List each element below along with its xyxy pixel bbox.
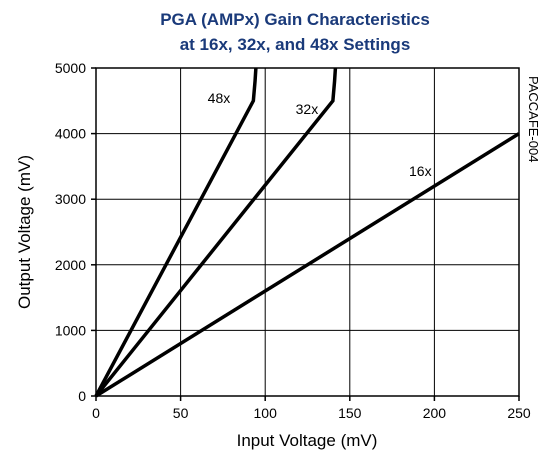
series-lines: 48x 32x 16x bbox=[94, 67, 520, 398]
grid-lines bbox=[96, 68, 519, 396]
y-tick-label: 2000 bbox=[55, 257, 86, 273]
figure-code-label: PACCAFE-004 bbox=[526, 76, 541, 162]
series-label-16x: 16x bbox=[409, 163, 432, 179]
series-label-32x: 32x bbox=[296, 101, 319, 117]
x-tick-label: 200 bbox=[423, 405, 447, 421]
y-tick-label: 4000 bbox=[55, 126, 86, 142]
y-tick-label: 0 bbox=[78, 388, 86, 404]
x-tick-label: 0 bbox=[92, 405, 100, 421]
x-tick-label: 250 bbox=[507, 405, 531, 421]
series-label-48x: 48x bbox=[208, 90, 231, 106]
x-tick-label: 150 bbox=[338, 405, 362, 421]
series-line-48x bbox=[94, 67, 258, 397]
chart-title-line-2: at 16x, 32x, and 48x Settings bbox=[180, 35, 411, 54]
x-axis-title: Input Voltage (mV) bbox=[237, 431, 378, 450]
y-tick-label: 1000 bbox=[55, 322, 86, 338]
plot-area-frame bbox=[95, 67, 520, 397]
x-tick-label: 100 bbox=[254, 405, 278, 421]
series-line-16x bbox=[95, 132, 520, 398]
y-tick-label: 3000 bbox=[55, 191, 86, 207]
chart-title-line-1: PGA (AMPx) Gain Characteristics bbox=[160, 10, 430, 29]
x-tick-label: 50 bbox=[173, 405, 189, 421]
axis-ticks: 0 50 100 150 200 250 0 1000 2000 3000 4000 5000 bbox=[55, 60, 531, 421]
series-line-32x bbox=[94, 67, 338, 398]
y-tick-label: 5000 bbox=[55, 60, 86, 76]
y-axis-title: Output Voltage (mV) bbox=[15, 155, 34, 309]
